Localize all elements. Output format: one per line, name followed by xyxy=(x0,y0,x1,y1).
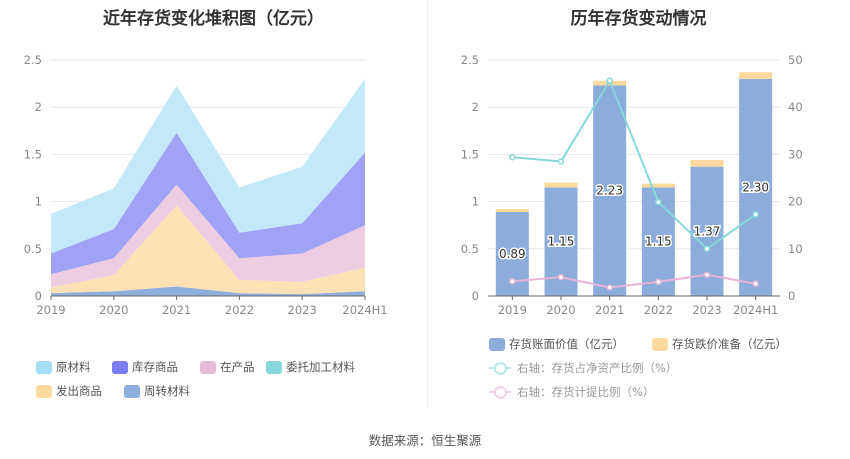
area-原材料 xyxy=(51,78,365,254)
left-y-tick: 0.5 xyxy=(24,242,42,256)
provision-ratio-point xyxy=(509,278,516,285)
provision-ratio-point xyxy=(655,278,662,286)
legend-label: 发出商品 xyxy=(56,384,102,398)
right-y-tick: 2.5 xyxy=(461,53,479,67)
area-在产品 xyxy=(51,184,365,288)
legend-item-book-value[interactable]: 存货账面价值（亿元） xyxy=(489,336,624,352)
bar-value-label: 1.15 xyxy=(548,235,575,249)
right-x-tick: 2020 xyxy=(546,303,575,317)
provision-ratio-point xyxy=(703,271,711,279)
legend-item-委托加工材料[interactable]: 委托加工材料 xyxy=(266,359,355,375)
color-swatch-icon xyxy=(489,337,505,351)
chart-divider xyxy=(427,0,428,408)
legend-label: 委托加工材料 xyxy=(286,360,355,374)
data-source: 数据来源：恒生聚源 xyxy=(368,433,482,448)
left-chart-title: 近年存货变化堆积图（亿元） xyxy=(103,9,324,29)
book-value-bar xyxy=(641,187,675,296)
provision-ratio-point xyxy=(606,284,613,291)
left-y-tick: 1 xyxy=(35,195,42,209)
legend-item-周转材料[interactable]: 周转材料 xyxy=(124,383,190,399)
legend-item-发出商品[interactable]: 发出商品 xyxy=(36,383,102,399)
left-x-tick: 2023 xyxy=(288,303,317,317)
right-x-tick: 2023 xyxy=(692,303,721,317)
right-y2-tick: 30 xyxy=(788,147,803,161)
provision-bar xyxy=(690,160,724,167)
right-y-tick: 2 xyxy=(472,100,479,114)
net-asset-ratio-point xyxy=(509,153,516,161)
right-y2-tick: 20 xyxy=(788,195,803,209)
net-asset-ratio-line xyxy=(512,78,757,251)
legend-item-原材料[interactable]: 原材料 xyxy=(36,359,91,375)
right-y2-tick: 50 xyxy=(788,53,803,67)
provision-ratio-point xyxy=(752,280,759,287)
right-x-tick: 2019 xyxy=(498,303,527,317)
bar-value-label: 2.23 xyxy=(596,184,623,198)
color-swatch-icon xyxy=(652,337,668,351)
legend-item-库存商品[interactable]: 库存商品 xyxy=(112,359,178,375)
legend-label: 存货账面价值（亿元） xyxy=(509,337,624,351)
provision-ratio-point xyxy=(557,273,565,281)
right-x-tick: 2024H1 xyxy=(733,303,778,317)
right-chart-title: 历年存货变动情况 xyxy=(570,9,707,29)
color-swatch-icon xyxy=(36,360,52,374)
right-y-tick: 0.5 xyxy=(461,242,479,256)
legend-label: 库存商品 xyxy=(132,360,178,374)
legend-item-provision[interactable]: 存货跌价准备（亿元） xyxy=(652,336,787,352)
bar-value-label: 2.30 xyxy=(742,180,769,194)
left-x-tick: 2019 xyxy=(36,303,65,317)
left-y-tick: 0 xyxy=(35,289,42,303)
bar-value-label: 1.37 xyxy=(694,224,721,238)
legend-item-provision-ratio[interactable]: 右轴：存货计提比例（%） xyxy=(489,384,654,400)
left-y-tick: 2.5 xyxy=(24,53,42,67)
right-y2-tick: 0 xyxy=(788,289,795,303)
net-asset-ratio-point xyxy=(703,245,711,253)
color-swatch-icon xyxy=(36,384,52,398)
bar-value-label: 1.15 xyxy=(645,235,672,249)
legend-label: 在产品 xyxy=(220,360,255,374)
net-asset-ratio-point xyxy=(655,198,662,206)
legend-label: 右轴：存货计提比例（%） xyxy=(517,385,655,399)
right-x-tick: 2022 xyxy=(644,303,673,317)
right-x-tick: 2021 xyxy=(595,303,624,317)
right-y2-tick: 40 xyxy=(788,100,803,114)
area-发出商品 xyxy=(51,205,365,295)
legend-item-net-asset-ratio[interactable]: 右轴：存货占净资产比例（%） xyxy=(489,360,677,376)
color-swatch-icon xyxy=(112,360,128,374)
left-x-tick: 2024H1 xyxy=(342,303,387,317)
left-y-tick: 2 xyxy=(35,100,42,114)
right-y-tick: 1.5 xyxy=(461,147,479,161)
right-y2-tick: 10 xyxy=(788,242,803,256)
left-x-tick: 2020 xyxy=(99,303,128,317)
net-asset-ratio-point xyxy=(752,211,759,218)
legend-item-在产品[interactable]: 在产品 xyxy=(200,359,255,375)
left-x-tick: 2022 xyxy=(225,303,254,317)
area-库存商品 xyxy=(51,132,365,275)
net-asset-ratio-point xyxy=(606,77,613,85)
legend-label: 存货跌价准备（亿元） xyxy=(672,337,787,351)
legend-label: 右轴：存货占净资产比例（%） xyxy=(517,361,678,375)
right-y-tick: 1 xyxy=(472,195,479,209)
area-周转材料 xyxy=(51,286,365,296)
color-swatch-icon xyxy=(124,384,140,398)
book-value-bar xyxy=(739,78,773,296)
line-legend-icon xyxy=(489,361,511,375)
provision-bar xyxy=(739,72,773,79)
provision-bar xyxy=(544,182,578,188)
provision-bar xyxy=(495,209,529,212)
provision-bar xyxy=(641,183,675,188)
left-x-tick: 2021 xyxy=(162,303,191,317)
color-swatch-icon xyxy=(266,360,282,374)
net-asset-ratio-point xyxy=(557,158,565,165)
color-swatch-icon xyxy=(200,360,216,374)
right-y-tick: 0 xyxy=(472,289,479,303)
book-value-bar xyxy=(593,85,627,296)
legend-label: 原材料 xyxy=(56,360,91,374)
bar-value-label: 0.89 xyxy=(499,247,526,261)
legend-label: 周转材料 xyxy=(144,384,190,398)
provision-ratio-line xyxy=(512,273,756,289)
left-y-tick: 1.5 xyxy=(24,147,42,161)
line-legend-icon xyxy=(489,385,511,399)
